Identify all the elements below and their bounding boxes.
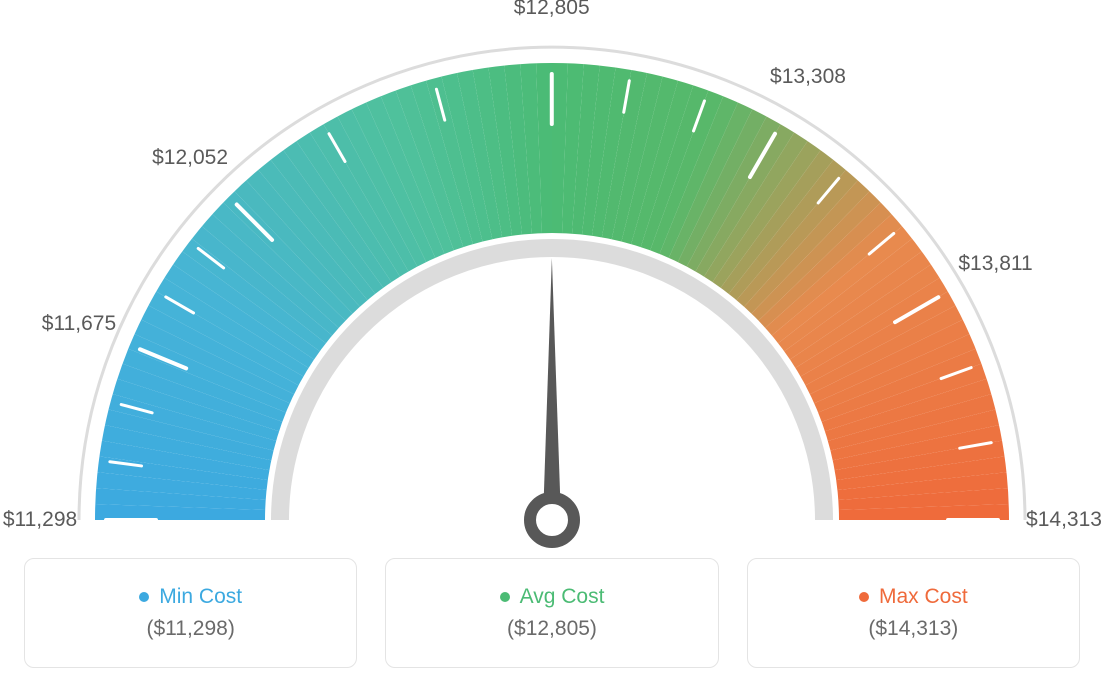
gauge-tick-label: $12,805 [514,0,590,20]
legend-card-min: Min Cost ($11,298) [24,558,357,668]
gauge-tick-label: $14,313 [1026,508,1102,532]
cost-gauge-chart: $11,298 $11,675 $12,052 $12,805 $13,308 $13,8… [0,0,1104,690]
legend-dot-avg [500,592,510,602]
gauge-tick-label: $13,811 [958,252,1032,276]
gauge-tick-label: $11,675 [42,312,116,336]
legend-value-min: ($11,298) [146,617,234,641]
legend-header-min: Min Cost [139,585,242,609]
gauge-tick-label: $11,298 [3,508,77,532]
legend-card-avg: Avg Cost ($12,805) [385,558,718,668]
gauge-tick-label: $12,052 [152,146,228,170]
legend-value-avg: ($12,805) [507,617,597,641]
legend-title-min: Min Cost [159,585,242,609]
gauge-tick-label: $13,308 [770,65,846,89]
gauge-area: $11,298 $11,675 $12,052 $12,805 $13,308 $13,8… [0,0,1104,560]
gauge-svg [0,0,1104,560]
legend-card-max: Max Cost ($14,313) [747,558,1080,668]
legend-header-avg: Avg Cost [500,585,605,609]
legend-header-max: Max Cost [859,585,968,609]
legend-row: Min Cost ($11,298) Avg Cost ($12,805) Ma… [24,558,1080,668]
legend-dot-min [139,592,149,602]
legend-title-avg: Avg Cost [520,585,605,609]
legend-value-max: ($14,313) [868,617,958,641]
legend-dot-max [859,592,869,602]
legend-title-max: Max Cost [879,585,968,609]
